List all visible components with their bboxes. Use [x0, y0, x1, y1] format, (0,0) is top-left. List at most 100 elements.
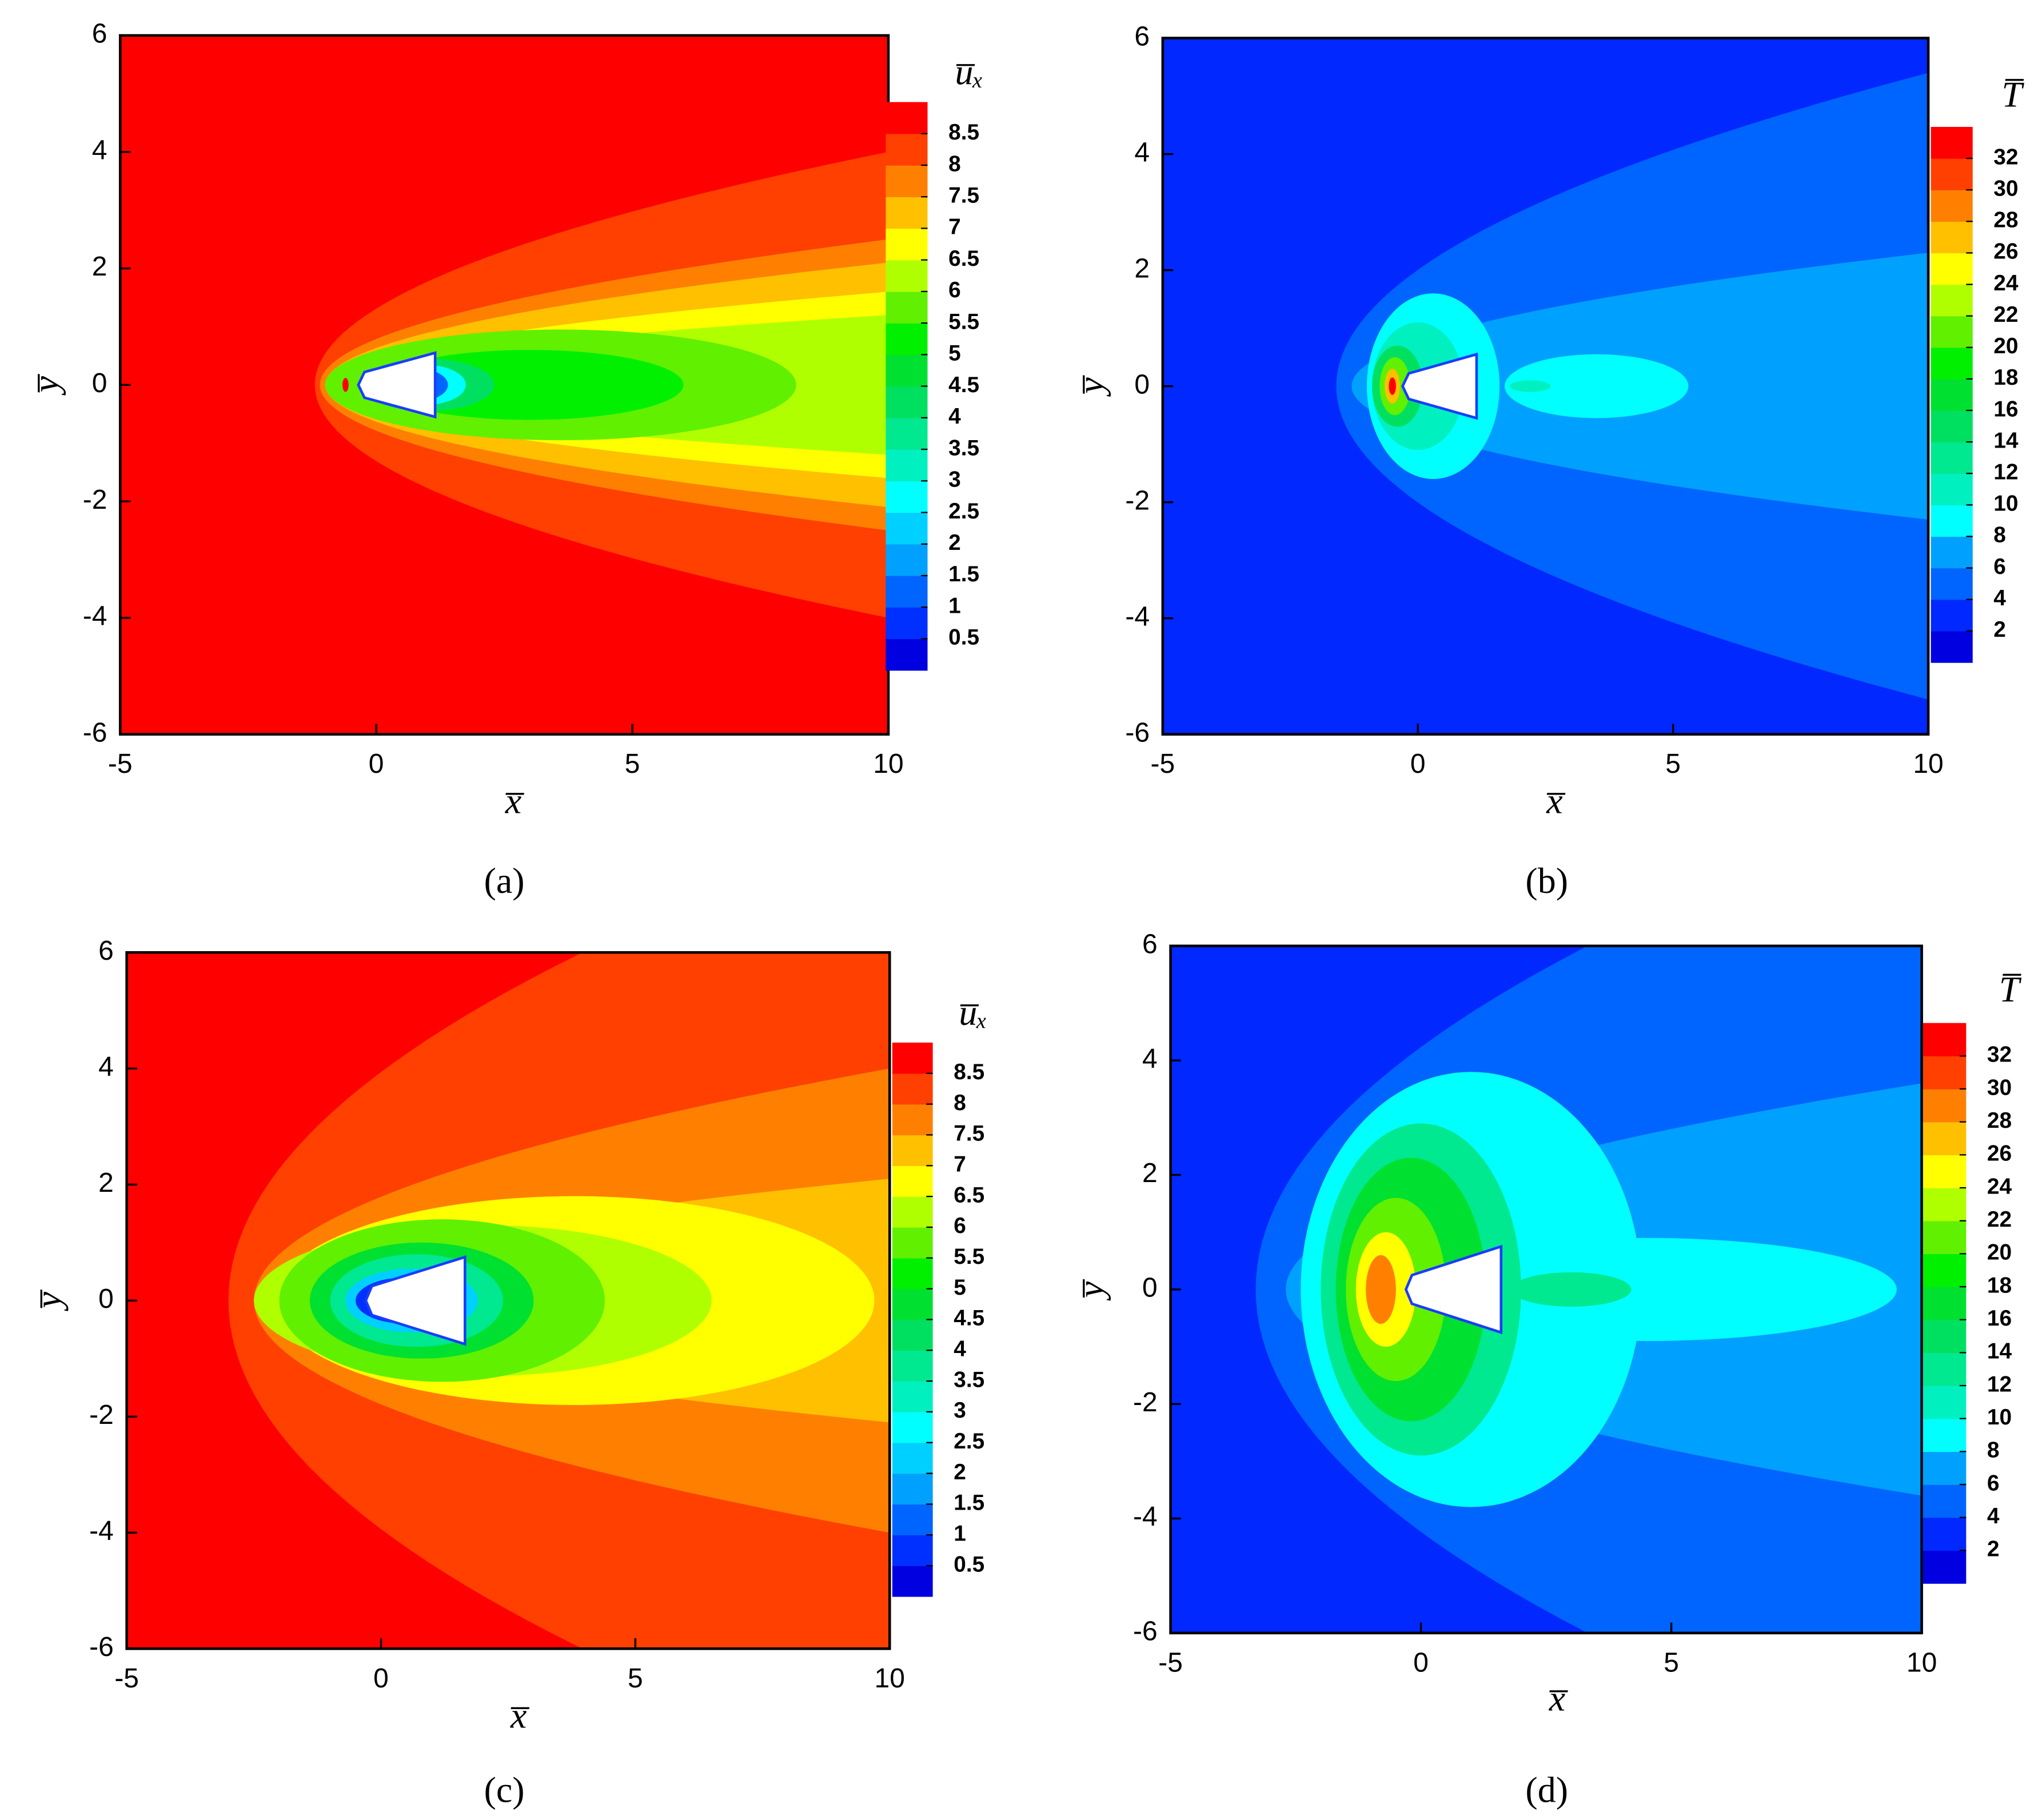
colorbar-band — [1931, 442, 1973, 474]
contour-band — [1389, 377, 1396, 395]
colorbar-label: 22 — [1987, 1207, 2012, 1232]
colorbar-band — [886, 260, 928, 292]
colorbar-band — [1931, 505, 1973, 537]
plot-area — [120, 35, 888, 735]
colorbar-label: 8 — [1993, 523, 2006, 548]
y-tick-label: 2 — [92, 252, 107, 282]
contour-band — [1505, 354, 1689, 418]
x-axis-label: x̅ — [510, 1695, 529, 1735]
colorbar-band — [1923, 1023, 1967, 1057]
contour-panel: -5 0 5 10-6-4-20246x̅y̅(d)T̅246810121416182… — [1071, 929, 2022, 1810]
colorbar-label: 7 — [954, 1152, 966, 1177]
y-tick-label: -2 — [83, 485, 107, 515]
colorbar-label: 18 — [1987, 1273, 2012, 1298]
colorbar-label: 20 — [1993, 334, 2018, 358]
colorbar-label: 4 — [1993, 586, 2006, 610]
y-tick-label: 4 — [98, 1052, 114, 1082]
colorbar-band — [892, 1566, 933, 1597]
colorbar-band — [886, 197, 928, 229]
colorbar-band — [1923, 1287, 1967, 1320]
colorbar-band — [1923, 1484, 1967, 1518]
colorbar-label: 12 — [1993, 460, 2018, 485]
colorbar-label: 7.5 — [948, 183, 979, 208]
colorbar-label: 32 — [1993, 145, 2018, 169]
y-tick-label: -6 — [1125, 717, 1150, 748]
colorbar-label: 5 — [954, 1275, 966, 1300]
colorbar-label: 6 — [1987, 1471, 2000, 1495]
colorbar-label: 10 — [1987, 1405, 2012, 1430]
y-tick-label: 6 — [1134, 21, 1150, 51]
colorbar-band — [886, 133, 928, 166]
x-axis-label: x̅ — [1549, 1678, 1568, 1719]
colorbar-band — [892, 1350, 933, 1382]
colorbar-band — [886, 354, 928, 387]
colorbar-band — [1931, 190, 1973, 222]
colorbar-label: 6 — [948, 278, 961, 302]
colorbar-band — [886, 386, 928, 418]
colorbar-band — [892, 1473, 933, 1505]
colorbar-label: 4 — [1987, 1504, 2000, 1528]
colorbar-label: 7 — [948, 215, 961, 240]
y-tick-label: 6 — [92, 19, 107, 49]
colorbar-label: 8 — [948, 151, 961, 176]
x-tick-label: -5 — [1158, 1647, 1183, 1678]
colorbar-band — [1931, 536, 1973, 569]
colorbar-label: 18 — [1993, 365, 2018, 390]
y-tick-label: -6 — [83, 717, 107, 748]
colorbar-label: 12 — [1987, 1372, 2012, 1396]
y-tick-label: 2 — [1134, 253, 1150, 284]
contour-band — [1509, 380, 1551, 392]
colorbar-band — [1931, 158, 1973, 190]
colorbar-label: 2 — [1993, 617, 2006, 642]
colorbar-label: 26 — [1993, 240, 2018, 264]
body — [1401, 352, 1478, 420]
colorbar-label: 2 — [1987, 1537, 2000, 1562]
x-tick-label: 5 — [1664, 1647, 1679, 1678]
colorbar-label: 2.5 — [954, 1429, 984, 1454]
colorbar-band — [1931, 473, 1973, 506]
x-tick-label: 0 — [369, 749, 384, 779]
colorbar-label: 30 — [1993, 176, 2018, 201]
colorbar-label: 5.5 — [948, 309, 979, 334]
colorbar-label: 2 — [954, 1460, 966, 1484]
colorbar-label: 4 — [954, 1337, 966, 1362]
body — [1404, 1244, 1503, 1335]
colorbar-band — [892, 1535, 933, 1566]
y-tick-label: -2 — [1133, 1387, 1158, 1418]
y-tick-label: -6 — [1133, 1617, 1158, 1647]
y-tick-label: -4 — [89, 1516, 114, 1546]
colorbar-band — [892, 1411, 933, 1443]
colorbar-band — [1931, 599, 1973, 632]
colorbar-band — [1931, 126, 1973, 159]
colorbar-label: 24 — [1987, 1174, 2012, 1199]
x-axis-label: x̅ — [1546, 781, 1565, 821]
colorbar-label: 14 — [1993, 428, 2019, 453]
colorbar-label: 30 — [1987, 1075, 2012, 1100]
y-tick-label: 6 — [1142, 929, 1158, 960]
contour-band — [342, 378, 349, 392]
colorbar-band — [892, 1196, 933, 1228]
colorbar-label: 1 — [954, 1522, 966, 1546]
colorbar-label: 3.5 — [948, 436, 979, 460]
y-tick-label: 6 — [98, 936, 114, 966]
x-axis-label: x̅ — [505, 781, 524, 821]
y-axis-label: y̅ — [1071, 1279, 1111, 1301]
colorbar-title: u̅ₓ — [955, 52, 984, 93]
colorbar-band — [886, 544, 928, 576]
colorbar-label: 1.5 — [948, 562, 979, 586]
colorbar-band — [892, 1042, 933, 1074]
panel-label: (c) — [484, 1770, 525, 1810]
colorbar-label: 2 — [948, 530, 961, 555]
colorbar-label: 6.5 — [948, 246, 979, 271]
colorbar-band — [1923, 1550, 1967, 1584]
colorbar-label: 20 — [1987, 1240, 2012, 1265]
colorbar-label: 8.5 — [954, 1060, 984, 1084]
colorbar-label: 28 — [1993, 208, 2018, 233]
body — [364, 1255, 466, 1346]
colorbar-band — [1931, 284, 1973, 317]
contour-band — [1395, 1238, 1897, 1342]
colorbar-band — [1923, 1056, 1967, 1089]
y-tick-label: 0 — [92, 368, 107, 398]
colorbar-label: 16 — [1993, 397, 2018, 421]
